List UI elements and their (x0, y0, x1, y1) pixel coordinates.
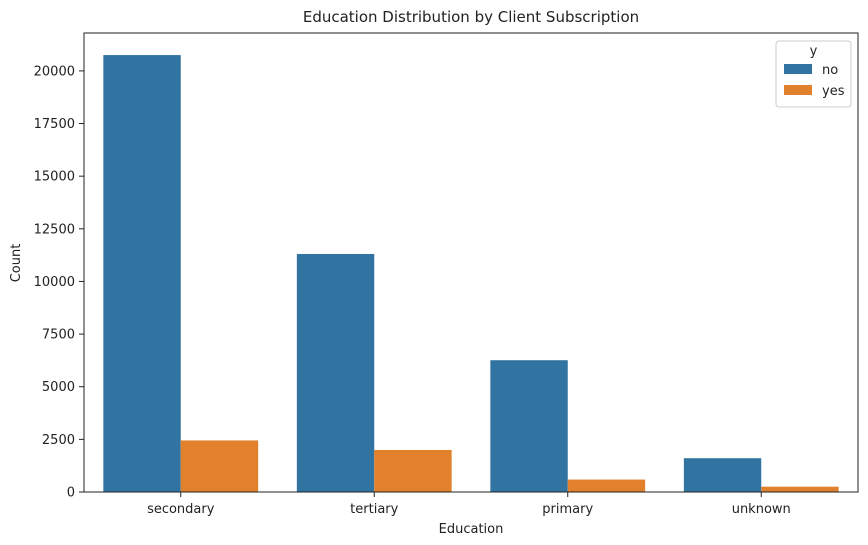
y-tick-label: 5000 (42, 380, 75, 395)
x-tick-label: unknown (732, 502, 791, 517)
legend-title: y (810, 44, 818, 59)
bar-yes-tertiary (374, 449, 452, 492)
y-tick-label: 2500 (42, 433, 75, 448)
plot-area: 0 2500 5000 7500 10000 12500 15000 17500 20000 se… (34, 32, 859, 517)
bar-yes-primary (567, 479, 646, 492)
y-tick-label: 10000 (34, 275, 75, 290)
bar-no-secondary (103, 55, 181, 492)
y-tick-label: 0 (67, 486, 75, 501)
x-tick-label: tertiary (350, 502, 398, 517)
legend-swatch-no (784, 64, 812, 74)
y-tick-label: 17500 (34, 117, 75, 132)
x-tick-label: secondary (147, 502, 215, 517)
bar-no-tertiary (296, 253, 375, 492)
x-axis-label: Education (439, 522, 504, 537)
plot-frame (83, 32, 859, 493)
y-axis-label: Count (9, 244, 24, 283)
bar-no-primary (490, 360, 568, 492)
y-tick-label: 7500 (42, 328, 75, 343)
y-tick-label: 15000 (34, 170, 75, 185)
legend: yno yes (775, 40, 852, 108)
y-tick-label: 20000 (34, 64, 75, 79)
y-tick-label: 12500 (34, 222, 75, 237)
legend-swatch-yes (784, 85, 812, 95)
bar-no-unknown (683, 458, 762, 492)
legend-label-yes: yes (822, 84, 845, 99)
legend-label-no: no (822, 63, 838, 78)
chart-title: Education Distribution by Client Subscri… (303, 8, 639, 26)
bar-yes-secondary (180, 440, 259, 492)
x-tick-label: primary (542, 502, 593, 517)
bar-yes-unknown (761, 486, 839, 492)
